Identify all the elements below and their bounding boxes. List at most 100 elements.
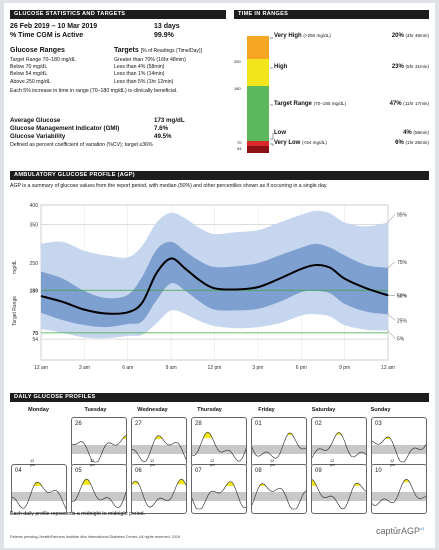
gmi-value: 7.6% <box>154 125 169 132</box>
daily-tick-label: 12 pm <box>90 459 96 467</box>
legal-footer: Patents pending–HealthPartners Institute… <box>10 535 181 539</box>
targets-header: Targets [% of Readings (Time/Day)] <box>114 47 202 54</box>
tir-row-very-high: Very High (>250 mg/dL) 20% (4hr 48min) <box>274 33 429 39</box>
tir-row-high: High 23% (5hr 31min) <box>274 64 429 70</box>
agp-percentile-label: 75% <box>397 260 408 266</box>
daily-profile-cell: 08 <box>251 464 307 514</box>
target-rows: Target Range 70–180 mg/dL Greater than 70… <box>10 57 225 95</box>
agp-description: AGP is a summary of glucose values from … <box>10 183 328 189</box>
daily-profile-cell: 01 <box>251 417 307 467</box>
target-row: Target Range 70–180 mg/dL Greater than 70… <box>10 57 186 63</box>
daily-date: 28 <box>195 421 202 427</box>
daily-tick-label: 12 pm <box>210 459 216 467</box>
daily-date: 09 <box>315 468 322 474</box>
agp-y-tick-label: 70 <box>32 331 38 337</box>
agp-x-tick-label: 3 am <box>79 365 90 371</box>
days-count: 13 days <box>154 23 180 30</box>
glucose-ranges-header: Glucose Ranges <box>10 47 65 54</box>
tir-axis-54: 54 <box>237 146 242 151</box>
daily-date: 05 <box>75 468 82 474</box>
daily-profile-trace <box>72 435 126 463</box>
agp-y-tick-label: 400 <box>30 203 39 209</box>
agp-x-tick-label: 9 am <box>166 365 177 371</box>
weekday-headers: Monday Tuesday Wednesday Thursday Friday… <box>10 407 430 413</box>
agp-band-25-75 <box>41 241 388 328</box>
tir-stacked-bar <box>247 36 269 154</box>
weekday-label: Tuesday <box>84 407 107 413</box>
tir-bar-target <box>247 86 269 141</box>
agp-y-tick-label: 180 <box>30 288 39 294</box>
daily-profile-trace <box>372 478 426 506</box>
tir-axis-180: 180 <box>234 86 241 91</box>
weekday-label: Sunday <box>370 407 391 413</box>
avg-glucose-value: 173 mg/dL <box>154 117 185 124</box>
time-in-ranges-header: TIME IN RANGES <box>234 10 429 19</box>
daily-profile-cell: 10 <box>371 464 427 514</box>
gmi-label: Glucose Management Indicator (GMI) <box>10 125 120 132</box>
daily-date: 08 <box>255 468 262 474</box>
tir-axis-250: 250 <box>234 59 241 64</box>
tir-leader-lines <box>270 37 274 146</box>
daily-date: 03 <box>375 421 382 427</box>
daily-profile-cell: 26 <box>71 417 127 467</box>
agp-x-tick-label: 9 pm <box>339 365 350 371</box>
cgm-active-label: % Time CGM is Active <box>10 32 84 39</box>
daily-date: 04 <box>15 468 22 474</box>
agp-percentile-label: 95% <box>397 212 408 218</box>
agp-x-tick-label: 12 am <box>381 365 395 371</box>
daily-date: 01 <box>255 421 262 427</box>
target-row: Above 250 mg/dL Less than 5% (1hr 12min) <box>10 78 174 85</box>
daily-date: 02 <box>315 421 322 427</box>
tir-bar-low <box>247 141 269 146</box>
variability-note: Defined as percent coefficient of variat… <box>10 142 153 148</box>
agp-y-tick-label: 250 <box>30 261 39 267</box>
agp-percentile-label: 5% <box>397 337 405 343</box>
variability-label: Glucose Variability <box>10 133 66 140</box>
daily-profile-trace <box>192 481 246 510</box>
daily-date: 07 <box>195 468 202 474</box>
daily-profile-cell: 05 <box>71 464 127 514</box>
daily-profile-cell: 09 <box>311 464 367 514</box>
daily-tick-label: 12 pm <box>270 459 276 467</box>
weekday-label: Saturday <box>311 407 336 413</box>
weekday-label: Wednesday <box>137 407 168 413</box>
daily-date: 26 <box>75 421 82 427</box>
weekday-label: Monday <box>28 407 49 413</box>
daily-profile-trace <box>252 432 306 459</box>
daily-profile-trace <box>72 478 126 509</box>
daily-profile-cell: 02 <box>311 417 367 467</box>
daily-footer-note: Each daily profile represents a midnight… <box>10 511 145 517</box>
daily-profile-trace <box>132 435 186 463</box>
agp-pct-leader <box>387 214 396 223</box>
agp-y-side-label: Target Range <box>12 296 18 326</box>
agp-x-tick-label: 6 am <box>122 365 133 371</box>
daily-profile-trace <box>372 436 426 463</box>
daily-profile-trace <box>312 479 366 510</box>
agp-x-tick-label: 3 pm <box>252 365 263 371</box>
agp-pct-leader <box>387 314 396 321</box>
tir-row-target: Target Range (70–180 mg/dL) 47% (11hr 17m… <box>274 101 429 107</box>
daily-profile-cell: 27 <box>131 417 187 467</box>
daily-profile-trace <box>312 432 366 458</box>
tir-benefit-note: Each 5% increase in time in range (70–18… <box>10 87 178 94</box>
daily-date: 27 <box>135 421 142 427</box>
daily-date: 06 <box>135 468 142 474</box>
daily-tick-label: 12 pm <box>390 459 396 467</box>
agp-pct-leader <box>387 330 396 339</box>
daily-profile-trace <box>192 431 246 462</box>
tir-bar-very-high <box>247 36 269 59</box>
agp-report-page: GLUCOSE STATISTICS AND TARGETS TIME IN R… <box>4 3 435 548</box>
tir-bar-high <box>247 59 269 86</box>
agp-x-tick-label: 6 pm <box>296 365 307 371</box>
agp-y-tick-label: 54 <box>32 337 38 343</box>
agp-percentile-label: 25% <box>397 318 408 324</box>
agp-header: AMBULATORY GLUCOSE PROFILE (AGP) <box>10 171 429 180</box>
daily-date: 10 <box>375 468 382 474</box>
daily-tick-label: 12 pm <box>30 459 36 467</box>
daily-profile-trace <box>12 481 66 509</box>
glucose-stats-header: GLUCOSE STATISTICS AND TARGETS <box>10 10 226 19</box>
agp-median-line <box>40 257 389 315</box>
cgm-active-value: 99.9% <box>154 32 174 39</box>
avg-glucose-label: Average Glucose <box>10 117 61 124</box>
tir-bar-very-low <box>247 146 269 153</box>
